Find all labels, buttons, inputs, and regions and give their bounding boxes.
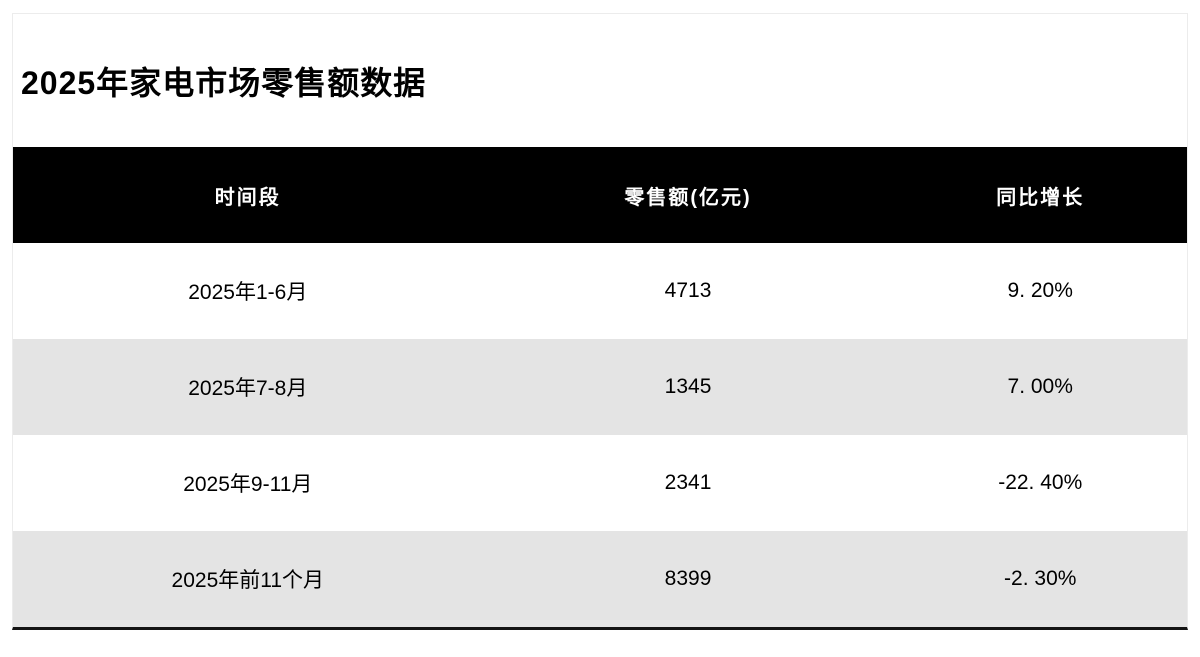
cell-period: 2025年1-6月 [188,281,308,304]
cell-period: 2025年9-11月 [183,473,313,496]
cell-retail: 2341 [664,471,712,494]
page-title: 2025年家电市场零售额数据 [21,64,427,101]
cell-growth: 7. 00% [1007,375,1073,398]
cell-growth: -22. 40% [998,471,1083,494]
cell-growth: -2. 30% [1004,567,1077,590]
cell-growth: 9. 20% [1007,279,1073,302]
cell-retail: 1345 [664,375,712,398]
column-header-period: 时间段 [214,186,281,209]
retail-sales-table: 时间段 零售额(亿元) 同比增长 2025年1-6月 4713 9. 20% 2… [13,147,1187,627]
cell-period: 2025年前11个月 [171,569,325,592]
cell-period: 2025年7-8月 [188,377,308,400]
column-header-retail: 零售额(亿元) [624,186,752,209]
title-section: 2025年家电市场零售额数据 [13,14,1187,147]
cell-retail: 8399 [664,567,712,590]
column-header-growth: 同比增长 [996,186,1085,209]
table-row: 2025年9-11月 2341 -22. 40% [13,435,1187,531]
table-row: 2025年前11个月 8399 -2. 30% [13,531,1187,627]
table-header-row: 时间段 零售额(亿元) 同比增长 [13,147,1187,243]
cell-retail: 4713 [664,279,712,302]
table-row: 2025年1-6月 4713 9. 20% [13,243,1187,339]
data-table-card: 2025年家电市场零售额数据 时间段 零售额(亿元) 同比增长 2025年1-6… [12,13,1188,630]
table-row: 2025年7-8月 1345 7. 00% [13,339,1187,435]
